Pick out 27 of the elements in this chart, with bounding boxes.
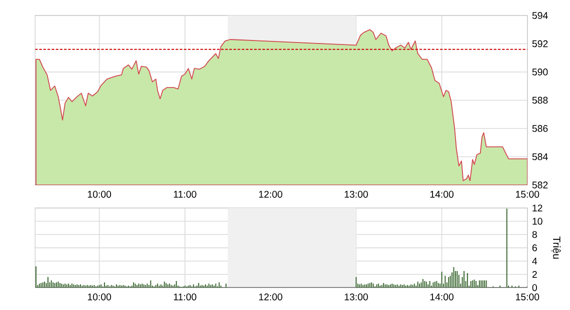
y-tick-label: 586 [532, 125, 548, 132]
x-tick-label: 13:00 [344, 190, 368, 198]
x-tick-label: 10:00 [88, 294, 112, 300]
y-axis-title: Triệu [552, 236, 561, 259]
y-tick-label: 6 [532, 244, 537, 252]
y-tick-label: 0 [532, 284, 537, 292]
y-tick-label: 584 [532, 153, 548, 160]
y-tick-label: 2 [532, 271, 537, 278]
y-tick-label: 8 [532, 231, 537, 238]
y-tick-label: 10 [532, 218, 542, 225]
x-tick-label: 13:00 [344, 294, 368, 300]
y-tick-label: 590 [532, 68, 548, 76]
x-tick-label: 12:00 [259, 190, 282, 198]
x-tick-label: 14:00 [430, 190, 454, 198]
y-tick-label: 4 [532, 258, 538, 264]
y-tick-label: 594 [532, 12, 548, 19]
y-tick-label: 12 [532, 204, 542, 212]
x-tick-label: 15:00 [516, 294, 540, 300]
x-tick-label: 15:00 [516, 190, 540, 198]
x-tick-label: 14:00 [430, 294, 454, 300]
y-tick-label: 588 [532, 96, 548, 104]
x-tick-label: 11:00 [174, 294, 196, 300]
x-tick-label: 10:00 [88, 190, 112, 198]
x-tick-label: 11:00 [174, 190, 196, 198]
y-tick-label: 582 [532, 182, 548, 188]
x-tick-label: 12:00 [259, 294, 282, 300]
y-tick-label: 592 [532, 40, 548, 48]
